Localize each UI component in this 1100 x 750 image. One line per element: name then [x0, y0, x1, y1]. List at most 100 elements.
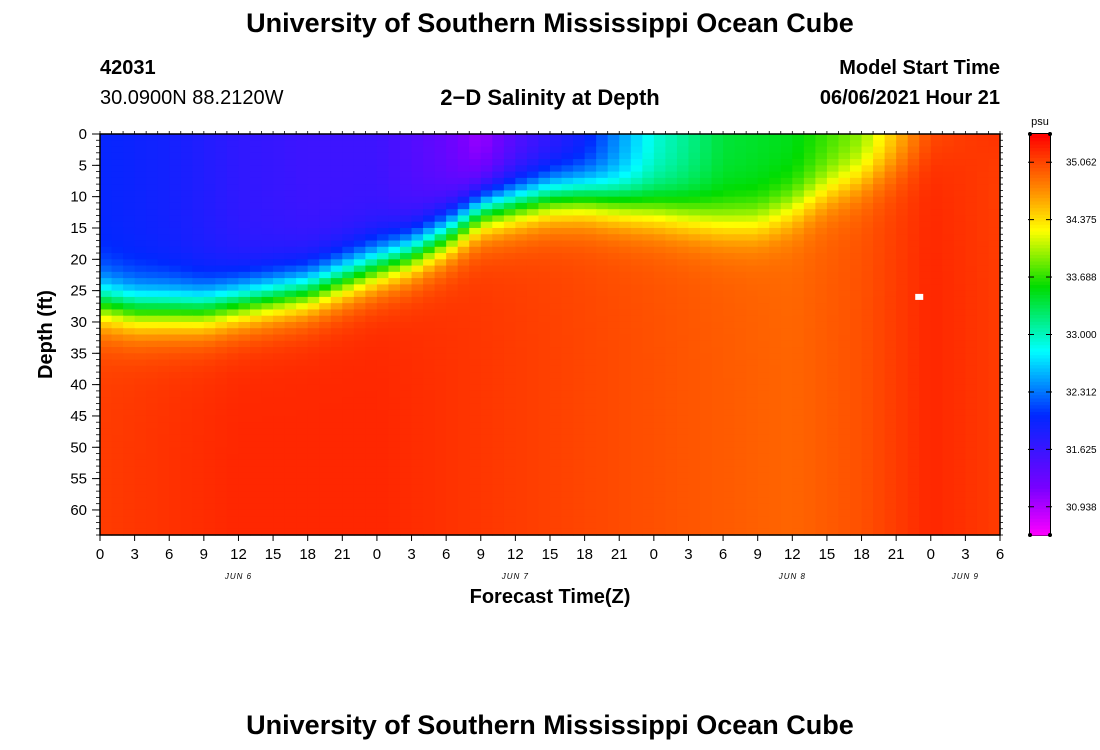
- heatmap-cell: [907, 146, 920, 154]
- heatmap-cell: [365, 271, 378, 279]
- heatmap-cell: [469, 171, 482, 179]
- colorbar-cell: [1030, 418, 1050, 422]
- heatmap-cell: [388, 240, 401, 248]
- heatmap-cell: [261, 146, 274, 154]
- heatmap-cell: [953, 165, 966, 173]
- heatmap-cell: [157, 422, 170, 430]
- heatmap-cell: [261, 159, 274, 166]
- colorbar-tick-label: 33.000: [1066, 330, 1097, 341]
- heatmap-cell: [607, 340, 620, 348]
- colorbar-cell: [1030, 287, 1050, 292]
- heatmap-cell: [457, 171, 470, 179]
- heatmap-cell: [342, 309, 355, 317]
- heatmap-cell: [192, 227, 205, 235]
- heatmap-cell: [976, 390, 990, 398]
- heatmap-cell: [988, 196, 1001, 204]
- heatmap-cell: [700, 347, 713, 354]
- heatmap-cell: [492, 441, 505, 448]
- heatmap-cell: [642, 321, 655, 329]
- heatmap-cell: [515, 340, 528, 348]
- heatmap-cell: [226, 259, 240, 267]
- heatmap-cell: [550, 466, 563, 473]
- heatmap-cell: [400, 190, 413, 198]
- heatmap-cell: [203, 340, 216, 348]
- heatmap-cell: [873, 484, 886, 492]
- heatmap-cell: [907, 359, 920, 367]
- heatmap-cell: [307, 359, 320, 367]
- heatmap-cell: [607, 209, 620, 217]
- heatmap-cell: [653, 296, 666, 304]
- heatmap-cell: [134, 390, 147, 398]
- heatmap-cell: [388, 246, 401, 254]
- heatmap-cell: [550, 315, 563, 323]
- heatmap-cell: [607, 265, 620, 273]
- heatmap-cell: [480, 403, 493, 411]
- heatmap-cell: [953, 334, 966, 342]
- heatmap-cell: [400, 365, 413, 373]
- heatmap-cell: [215, 447, 228, 455]
- heatmap-cell: [780, 509, 793, 517]
- heatmap-cell: [169, 215, 182, 223]
- heatmap-cell: [850, 378, 863, 386]
- heatmap-cell: [203, 303, 216, 311]
- heatmap-cell: [342, 134, 355, 141]
- heatmap-cell: [134, 353, 147, 361]
- heatmap-cell: [180, 378, 193, 386]
- heatmap-cell: [365, 516, 378, 524]
- colorbar-cell: [1030, 217, 1050, 222]
- heatmap-cell: [146, 422, 159, 430]
- heatmap-cell: [561, 134, 574, 141]
- heatmap-cell: [769, 271, 782, 279]
- heatmap-cell: [307, 422, 320, 430]
- heatmap-cell: [423, 397, 436, 405]
- heatmap-cells: [100, 134, 1001, 536]
- heatmap-cell: [134, 334, 147, 342]
- heatmap-cell: [353, 152, 366, 160]
- heatmap-cell: [342, 296, 355, 304]
- heatmap-cell: [273, 253, 286, 260]
- heatmap-cell: [203, 278, 216, 285]
- heatmap-cell: [319, 459, 332, 467]
- heatmap-cell: [850, 296, 863, 304]
- heatmap-cell: [446, 146, 459, 154]
- heatmap-cell: [411, 171, 424, 179]
- heatmap-cell: [538, 397, 551, 405]
- heatmap-cell: [330, 459, 343, 467]
- heatmap-cell: [850, 190, 863, 198]
- heatmap-cell: [988, 190, 1001, 198]
- heatmap-cell: [711, 184, 724, 191]
- heatmap-cell: [134, 259, 147, 267]
- heatmap-cell: [307, 497, 320, 505]
- heatmap-cell: [803, 146, 816, 154]
- heatmap-cell: [723, 227, 736, 235]
- heatmap-cell: [400, 321, 413, 329]
- heatmap-cell: [538, 415, 551, 423]
- heatmap-cell: [965, 253, 978, 260]
- heatmap-cell: [826, 209, 840, 217]
- heatmap-cell: [215, 365, 228, 373]
- heatmap-cell: [619, 202, 632, 210]
- heatmap-cell: [250, 484, 263, 492]
- heatmap-cell: [976, 365, 990, 373]
- heatmap-cell: [503, 384, 516, 392]
- heatmap-cell: [653, 278, 666, 285]
- colorbar-unit: psu: [1031, 116, 1049, 128]
- heatmap-cell: [607, 259, 620, 267]
- heatmap-cell: [411, 246, 424, 254]
- heatmap-cell: [434, 409, 447, 417]
- heatmap-cell: [180, 215, 193, 223]
- heatmap-cell: [400, 390, 413, 398]
- heatmap-cell: [353, 472, 366, 480]
- heatmap-cell: [100, 296, 113, 304]
- heatmap-cell: [353, 184, 366, 191]
- heatmap-cell: [480, 152, 493, 160]
- heatmap-cell: [238, 321, 251, 329]
- heatmap-cell: [861, 134, 874, 141]
- heatmap-cell: [238, 390, 251, 398]
- heatmap-cell: [480, 384, 493, 392]
- heatmap-cell: [607, 303, 620, 311]
- heatmap-cell: [307, 321, 320, 329]
- heatmap-cell: [607, 140, 620, 148]
- heatmap-cell: [376, 165, 390, 173]
- heatmap-cell: [423, 296, 436, 304]
